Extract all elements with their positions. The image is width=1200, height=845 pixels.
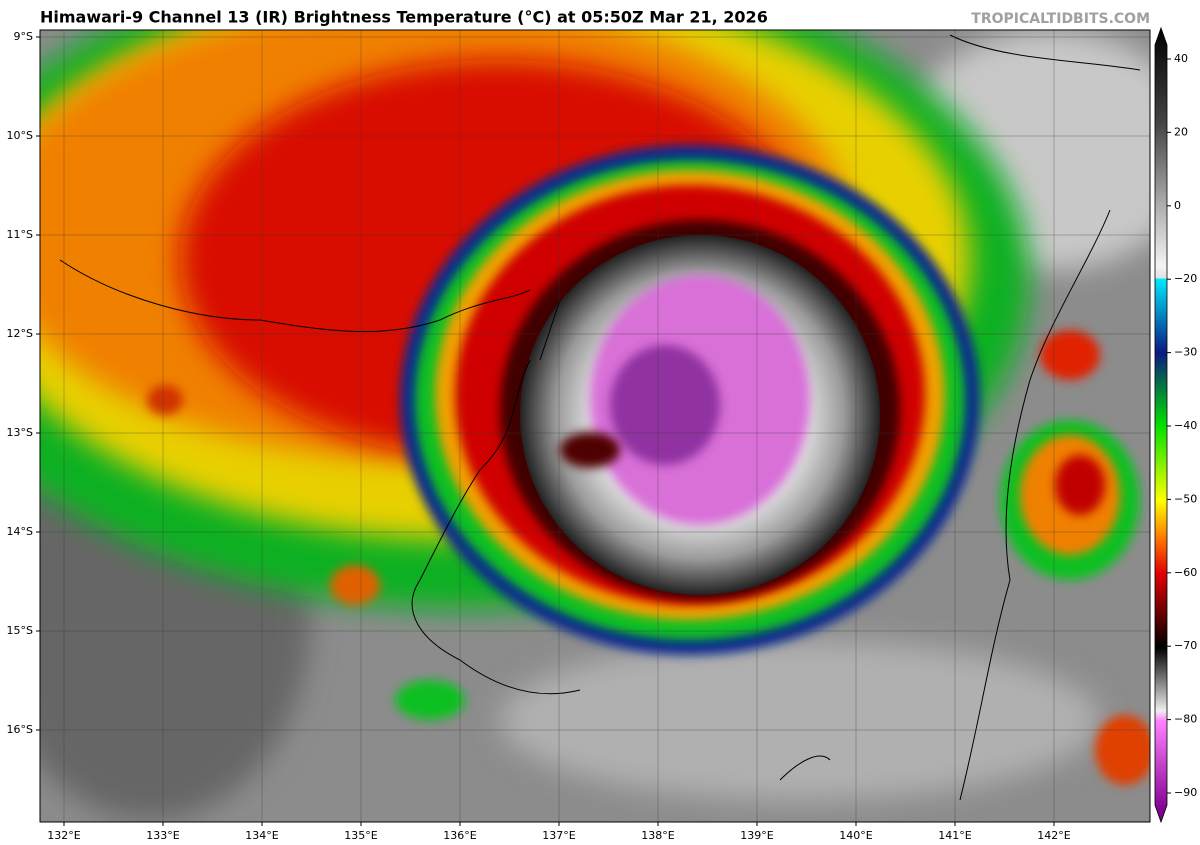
lat-label: 12°S <box>7 327 33 340</box>
colorbar-label: −40 <box>1174 419 1197 432</box>
lon-label: 139°E <box>740 829 773 842</box>
lat-label: 16°S <box>7 723 33 736</box>
colorbar-label: 0 <box>1174 199 1181 212</box>
colorbar-label: −20 <box>1174 272 1197 285</box>
lon-label: 132°E <box>47 829 80 842</box>
lon-label: 137°E <box>542 829 575 842</box>
lon-label: 141°E <box>938 829 971 842</box>
colorbar-label: −90 <box>1174 786 1197 799</box>
lon-label: 140°E <box>839 829 872 842</box>
lat-label: 9°S <box>14 30 33 43</box>
title: Himawari-9 Channel 13 (IR) Brightness Te… <box>40 8 768 27</box>
lon-label: 134°E <box>245 829 278 842</box>
lon-label: 133°E <box>146 829 179 842</box>
colorbar-label: −30 <box>1174 346 1197 359</box>
colorbar-label: 20 <box>1174 125 1188 138</box>
watermark: TROPICALTIDBITS.COM <box>971 11 1150 27</box>
lat-label: 11°S <box>7 228 33 241</box>
colorbar-label: −80 <box>1174 713 1197 726</box>
satellite-imagery <box>40 30 1150 822</box>
lon-label: 135°E <box>344 829 377 842</box>
lon-label: 142°E <box>1037 829 1070 842</box>
lat-label: 10°S <box>7 129 33 142</box>
colorbar-label: 40 <box>1174 52 1188 65</box>
colorbar-label: −70 <box>1174 639 1197 652</box>
colorbar <box>1154 26 1168 824</box>
lon-label: 138°E <box>641 829 674 842</box>
colorbar-label: −60 <box>1174 566 1197 579</box>
map-frame <box>39 29 1151 823</box>
lat-label: 14°S <box>7 525 33 538</box>
lon-label: 136°E <box>443 829 476 842</box>
lat-label: 13°S <box>7 426 33 439</box>
lat-label: 15°S <box>7 624 33 637</box>
colorbar-label: −50 <box>1174 492 1197 505</box>
